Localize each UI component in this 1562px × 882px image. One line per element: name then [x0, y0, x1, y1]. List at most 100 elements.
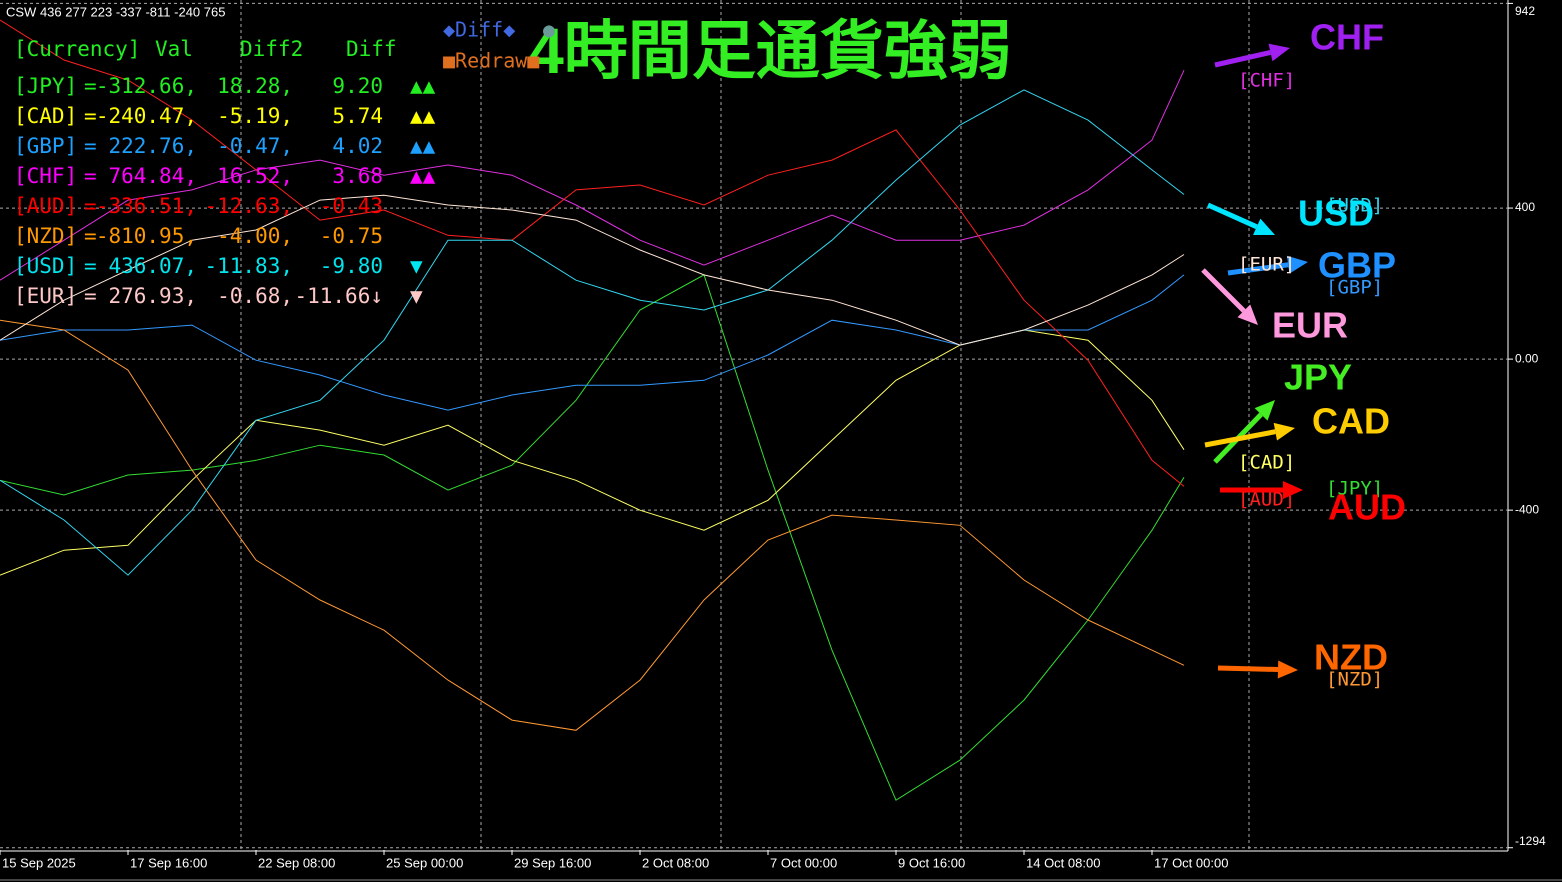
panel-signal: ▲▲ [410, 134, 436, 158]
arrow [1217, 665, 1279, 672]
arrow-head [1268, 43, 1290, 62]
panel-sep: = [84, 164, 97, 188]
panel-signal: ▲▲ [410, 164, 436, 188]
panel-signal: ▲▲ [410, 104, 436, 128]
arrow [1214, 49, 1272, 68]
series-label: AUD [1328, 487, 1406, 528]
panel-val: -336.51, [96, 194, 197, 218]
arrow [1206, 202, 1258, 230]
arrow-head [1283, 481, 1303, 499]
panel-header: Diff [346, 37, 397, 61]
arrow-head [1286, 255, 1308, 274]
arrow-head [1277, 660, 1298, 679]
x-tick-label: 14 Oct 08:00 [1026, 855, 1100, 870]
panel-signal: ▼ [410, 254, 423, 278]
panel-sep: = [84, 104, 97, 128]
series-label: JPY [1284, 357, 1352, 398]
panel-diff2: -5.19, [217, 104, 293, 128]
panel-diff2: -4.00, [217, 224, 293, 248]
panel-sep: = [84, 254, 97, 278]
panel-sep: = [84, 284, 97, 308]
end-tag: [AUD] [1238, 489, 1295, 511]
x-tick-label: 9 Oct 16:00 [898, 855, 965, 870]
series-line [0, 274, 1185, 801]
control-button[interactable]: ■Redraw■ [443, 49, 539, 73]
caption: CSW 436 277 223 -337 -811 -240 765 [6, 4, 225, 19]
x-tick-label: 25 Sep 00:00 [386, 855, 463, 870]
panel-name: [NZD] [14, 224, 77, 248]
series-line [0, 89, 1185, 576]
y-tick-label: 942 [1515, 4, 1535, 18]
panel-header: Diff2 [240, 37, 303, 61]
panel-diff: 3.68 [332, 164, 383, 188]
panel-name: [CAD] [14, 104, 77, 128]
panel-name: [USD] [14, 254, 77, 278]
panel-name: [JPY] [14, 74, 77, 98]
control-button[interactable]: ● [543, 18, 555, 42]
control-button[interactable]: ◆Diff◆ [443, 18, 515, 42]
panel-diff2: -0.47, [217, 134, 293, 158]
end-tag: [JPY] [1326, 478, 1383, 500]
arrow-head [1237, 304, 1258, 325]
panel-diff: -0.43 [320, 194, 383, 218]
panel-diff: -11.66↓ [294, 284, 383, 308]
series-label: GBP [1318, 245, 1396, 286]
panel-val: 222.76, [108, 134, 197, 158]
panel-diff2: 18.28, [217, 74, 293, 98]
y-tick-label: -400 [1515, 502, 1539, 516]
x-tick-label: 2 Oct 08:00 [642, 855, 709, 870]
series-line [0, 19, 1185, 487]
panel-sep: = [84, 194, 97, 218]
arrow-head [1254, 400, 1275, 421]
panel-signal: ▼ [410, 284, 423, 308]
y-tick-label: 0.00 [1515, 351, 1539, 365]
panel-name: [AUD] [14, 194, 77, 218]
series-label: NZD [1314, 637, 1388, 678]
series-line [0, 319, 1185, 731]
chart-title: 4時間足通貨強弱 [528, 15, 1012, 87]
x-tick-label: 22 Sep 08:00 [258, 855, 335, 870]
panel-diff: 4.02 [332, 134, 383, 158]
x-tick-label: 17 Oct 00:00 [1154, 855, 1228, 870]
panel-name: [CHF] [14, 164, 77, 188]
panel-header: [Currency] [14, 37, 140, 61]
y-tick-label: 400 [1515, 200, 1535, 214]
end-tag: [CAD] [1238, 452, 1295, 474]
panel-diff2: 16.52, [217, 164, 293, 188]
end-tag: [USD] [1326, 195, 1383, 217]
panel-sep: = [84, 74, 97, 98]
end-tag: [CHF] [1238, 70, 1295, 92]
panel-val: 436.07, [108, 254, 197, 278]
panel-diff2: -0.68, [217, 284, 293, 308]
arrow-head [1273, 422, 1295, 441]
end-tag: [EUR] [1238, 254, 1295, 276]
panel-val: -810.95, [96, 224, 197, 248]
panel-header: Val [155, 37, 193, 61]
panel-signal: ▲▲ [410, 74, 436, 98]
series-label: USD [1298, 193, 1374, 234]
end-tag: [NZD] [1326, 669, 1383, 691]
arrow [1227, 262, 1289, 276]
panel-sep: = [84, 224, 97, 248]
panel-val: -312.66, [96, 74, 197, 98]
panel-diff: -0.75 [320, 224, 383, 248]
arrow [1204, 429, 1276, 448]
y-tick-label: -1294 [1515, 834, 1546, 848]
panel-diff: -9.80 [320, 254, 383, 278]
panel-name: [GBP] [14, 134, 77, 158]
arrow [1201, 268, 1246, 313]
series-label: EUR [1272, 305, 1348, 346]
x-tick-label: 7 Oct 00:00 [770, 855, 837, 870]
panel-name: [EUR] [14, 284, 77, 308]
series-label: CAD [1312, 401, 1390, 442]
series-label: CHF [1310, 17, 1384, 58]
panel-diff: 5.74 [332, 104, 383, 128]
panel-diff2: -11.83, [204, 254, 293, 278]
panel-val: 764.84, [108, 164, 197, 188]
series-line [0, 194, 1185, 346]
x-tick-label: 15 Sep 2025 [2, 855, 76, 870]
end-tag: [GBP] [1326, 277, 1383, 299]
panel-diff: 9.20 [332, 74, 383, 98]
